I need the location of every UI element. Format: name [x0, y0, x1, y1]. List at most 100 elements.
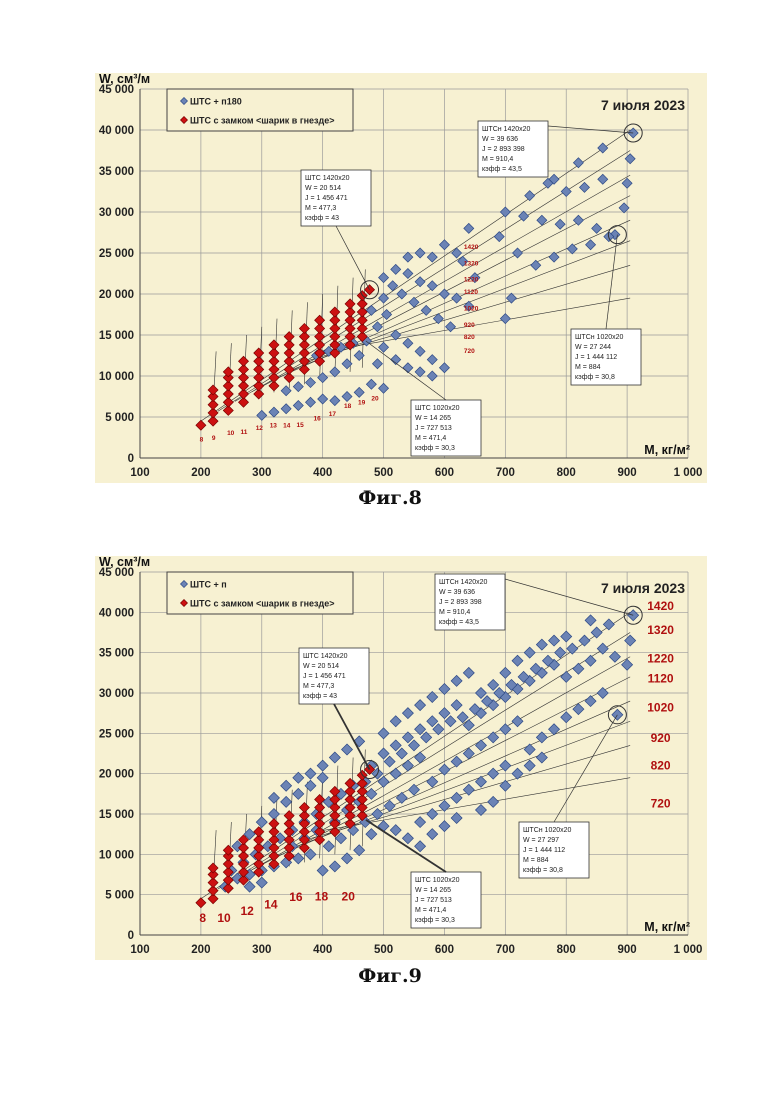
data-point	[549, 252, 559, 262]
data-point	[427, 829, 438, 840]
legend: ШТС + п180ШТС с замком <шарик в гнезде>	[167, 89, 353, 131]
data-point	[305, 780, 316, 791]
annotation-text: ШТС 1020x20	[415, 877, 460, 884]
data-point	[366, 788, 377, 799]
data-point	[463, 667, 474, 678]
data-point	[409, 784, 420, 795]
data-point	[396, 792, 407, 803]
data-point	[579, 182, 589, 192]
data-point	[402, 833, 413, 844]
y-tick-label: 15 000	[99, 330, 134, 342]
annotation-box: ШТС 1020x20W = 14 265J = 727 513M = 471,…	[366, 341, 481, 456]
data-point	[536, 639, 547, 650]
data-point	[315, 794, 325, 804]
annotation-box: ШТСн 1420x20W = 39 636J = 2 893 398M = 9…	[478, 121, 633, 177]
data-point	[299, 323, 309, 333]
annotation-text: кэфф = 43	[303, 693, 337, 700]
size-label: 12	[240, 904, 254, 918]
annotation-text: ШТСн 1020x20	[575, 334, 624, 341]
x-tick-label: 100	[130, 944, 149, 956]
annotation-text: W = 27 297	[523, 837, 559, 844]
data-point	[323, 841, 334, 852]
data-point	[475, 740, 486, 751]
chart-fig8: 1002003004005006007008009001 00005 00010…	[95, 73, 707, 483]
data-point	[365, 285, 375, 295]
y-tick-label: 40 000	[99, 607, 134, 619]
data-point	[396, 748, 407, 759]
annotation-text: M = 884	[575, 364, 601, 371]
annotation-leader	[606, 235, 617, 329]
data-point	[305, 397, 315, 407]
y-tick-label: 30 000	[99, 207, 134, 219]
data-point	[223, 367, 233, 377]
annotation-text: W = 14 265	[415, 415, 451, 422]
data-point	[284, 811, 294, 821]
data-point	[372, 359, 382, 369]
size-label: 15	[296, 422, 304, 429]
data-point	[256, 817, 267, 828]
x-tick-label: 400	[313, 944, 332, 956]
data-point	[390, 768, 401, 779]
data-point	[315, 315, 325, 325]
x-tick-label: 800	[557, 467, 576, 479]
data-point	[625, 635, 636, 646]
size-label: 920	[464, 322, 475, 329]
x-tick-label: 600	[435, 944, 454, 956]
annotation-text: кэфф = 30,8	[523, 867, 563, 874]
data-point	[536, 752, 547, 763]
data-point	[415, 367, 425, 377]
data-point	[439, 289, 449, 299]
x-tick-label: 1 000	[674, 467, 703, 479]
size-label: 20	[342, 889, 356, 903]
data-point	[427, 716, 438, 727]
data-point	[269, 407, 279, 417]
annotation-text: J = 727 513	[415, 425, 452, 432]
data-point	[402, 760, 413, 771]
annotation-text: M = 471,4	[415, 907, 446, 914]
size-label: 8	[200, 437, 204, 444]
annotation-text: J = 2 893 398	[439, 599, 482, 606]
data-point	[305, 768, 316, 779]
data-point	[463, 720, 474, 731]
data-point	[598, 174, 608, 184]
data-point	[391, 264, 401, 274]
size-label: 16	[289, 890, 303, 904]
annotation-text: кэфф = 43	[305, 215, 339, 222]
size-label: 1120	[648, 672, 674, 686]
data-point	[555, 219, 565, 229]
data-point	[524, 744, 535, 755]
x-tick-label: 100	[130, 467, 149, 479]
size-label: 9	[212, 435, 216, 442]
y-tick-label: 20 000	[99, 289, 134, 301]
y-axis-label: W, см³/м	[99, 73, 150, 86]
x-tick-label: 200	[191, 944, 210, 956]
data-point	[512, 768, 523, 779]
annotation-box: ШТС 1420x20W = 20 514J = 1 456 471M = 47…	[301, 170, 371, 290]
x-tick-label: 300	[252, 944, 271, 956]
size-label: 1120	[464, 289, 478, 296]
size-label: 18	[344, 403, 352, 410]
chart-fig9: 1002003004005006007008009001 00005 00010…	[95, 556, 707, 960]
legend-label: ШТС + п	[190, 580, 227, 590]
data-point	[427, 371, 437, 381]
annotation-box: ШТСн 1020x20W = 27 297J = 1 444 112M = 8…	[519, 715, 617, 878]
annotation-text: ШТСн 1420x20	[482, 126, 531, 133]
x-tick-label: 200	[191, 467, 210, 479]
size-label: 1020	[647, 701, 674, 715]
data-point	[619, 203, 629, 213]
size-label: 1320	[464, 260, 479, 267]
x-tick-label: 500	[374, 467, 393, 479]
data-point	[208, 863, 218, 873]
data-point	[427, 252, 437, 262]
data-point	[598, 143, 608, 153]
size-label: 1420	[647, 599, 674, 613]
annotation-text: J = 1 456 471	[305, 195, 348, 202]
annotation-text: ШТСн 1020x20	[523, 827, 572, 834]
annotation-leader	[366, 341, 446, 400]
data-point	[329, 752, 340, 763]
data-point	[366, 305, 376, 315]
data-point	[427, 355, 437, 365]
y-tick-label: 15 000	[99, 809, 134, 821]
data-point	[427, 809, 438, 820]
size-label: 12	[256, 425, 264, 432]
